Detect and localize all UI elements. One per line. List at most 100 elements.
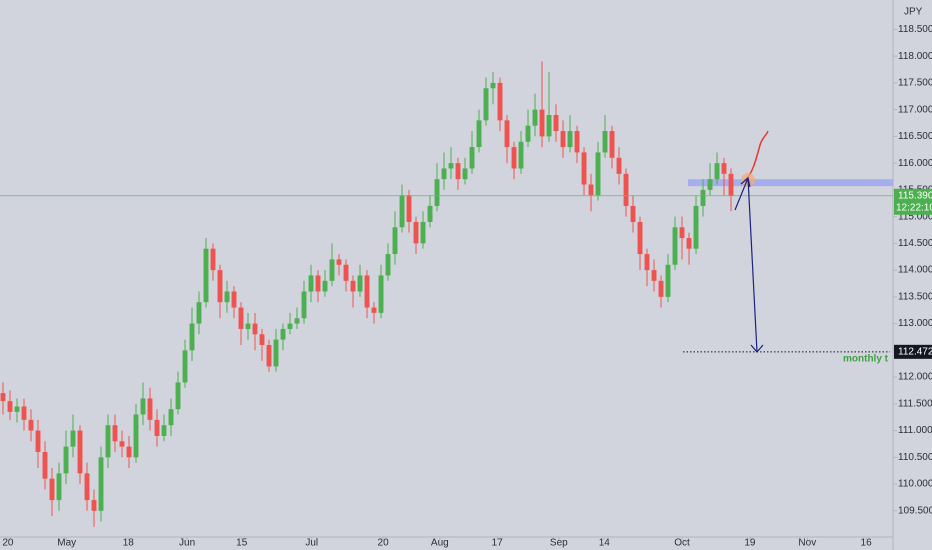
candle-body [686,238,692,249]
candle-body [420,221,426,244]
y-tick-label: 115.000 [898,211,932,222]
candle-body [336,259,342,265]
candle-body [504,120,510,148]
candle-body [539,109,545,137]
currency-label: JPY [904,7,923,18]
candle-body [672,227,678,265]
candle-body [532,109,538,126]
x-tick-label: 19 [744,538,756,549]
candle-body [490,82,496,89]
candle-body [175,382,181,410]
candle-body [140,398,146,415]
y-tick-label: 116.500 [898,131,932,142]
candle-body [322,280,328,292]
candle-body [469,147,475,169]
target-badge [894,344,932,359]
x-tick-label: May [57,538,76,549]
x-tick-label: 20 [378,538,390,549]
candle-body [693,205,699,249]
candle-body [581,152,587,185]
candle-body [525,125,531,142]
candle-body [238,307,244,329]
candle-body [665,264,671,297]
candle-body [21,406,27,420]
candle-body [546,114,552,137]
candle-body [112,425,118,442]
candle-body [707,179,713,190]
y-tick-label: 113.500 [898,291,932,302]
y-tick-label: 117.500 [898,78,932,89]
candle-body [385,254,391,276]
candle-body [357,275,363,292]
candle-body [98,457,104,511]
candle-body [161,425,167,436]
candle-body [497,82,503,121]
candle-body [567,131,573,148]
x-tick-label: Nov [798,538,816,549]
candle-body [588,184,594,196]
candle-body [609,131,615,158]
y-tick-label: 117.000 [898,104,932,115]
last-price-badge [894,188,932,215]
candle-body [651,270,657,281]
candle-body [105,425,111,458]
candle-body [371,307,377,313]
target-label: 112.472 [898,346,932,357]
x-tick-label: Oct [674,538,690,549]
candle-body [455,163,461,180]
x-tick-label: 18 [123,538,135,549]
y-tick-label: 114.000 [898,265,932,276]
y-tick-label: 118.000 [898,51,932,62]
candle-body [476,120,482,148]
candle-body [126,446,132,458]
candle-body [483,88,489,121]
candle-body [518,141,524,169]
candle-body [70,430,76,447]
candle-body [301,291,307,319]
candle-body [630,205,636,222]
candle-body [406,195,412,222]
candle-body [280,328,286,340]
candle-body [637,221,643,255]
candle-body [350,280,356,292]
y-tick-label: 111.000 [898,425,932,436]
candle-body [294,318,300,324]
candle-body [182,350,188,383]
last-price-label: 115.390 [898,190,932,201]
y-tick-label: 114.500 [898,238,932,249]
candle-body [434,179,440,206]
candle-body [700,189,706,206]
candle-body [553,114,559,132]
projection-curve [744,130,769,181]
candle-body [217,270,223,303]
x-tick-label: 16 [861,538,873,549]
x-tick-label: Jun [179,538,195,549]
candle-body [196,302,202,324]
candle-body [245,323,251,329]
candle-body [259,334,265,345]
candle-body [0,393,6,402]
arrow-head [750,344,764,353]
candle-body [189,323,195,351]
candle-body [721,163,727,174]
countdown-label: 12:22:10 [896,202,932,213]
candle-body [679,227,685,239]
candle-body [154,419,160,436]
candle-body [91,500,97,511]
candle-body [168,409,174,426]
x-tick-label: Aug [431,538,449,549]
candle-body [448,163,454,169]
candle-body [658,280,664,297]
candle-body [63,446,69,474]
candle-body [210,248,216,271]
candle-body [623,173,629,206]
candle-body [14,406,20,412]
candle-body [84,473,90,501]
candle-body [224,291,230,303]
candle-body [252,323,258,335]
candle-body [231,291,237,308]
x-tick-label: 15 [236,538,248,549]
arrow-head [740,176,751,188]
